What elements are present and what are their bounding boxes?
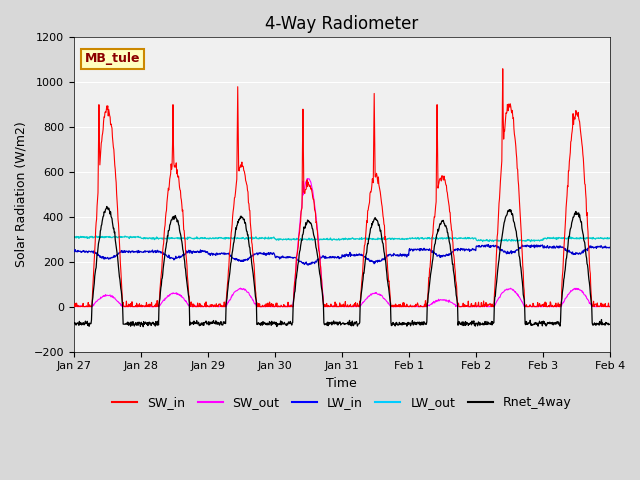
Y-axis label: Solar Radiation (W/m2): Solar Radiation (W/m2) — [15, 121, 28, 267]
Legend: SW_in, SW_out, LW_in, LW_out, Rnet_4way: SW_in, SW_out, LW_in, LW_out, Rnet_4way — [107, 391, 577, 414]
Title: 4-Way Radiometer: 4-Way Radiometer — [265, 15, 419, 33]
Text: MB_tule: MB_tule — [84, 52, 140, 65]
X-axis label: Time: Time — [326, 377, 357, 390]
